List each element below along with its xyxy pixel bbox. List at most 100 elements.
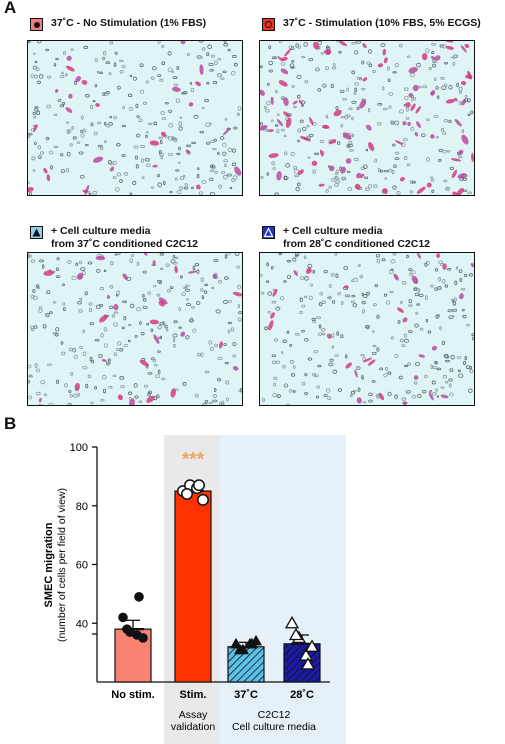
pore-dot	[80, 133, 85, 138]
pore-dot	[332, 369, 338, 374]
pore-dot	[63, 307, 66, 312]
migrated-cell	[459, 293, 464, 300]
data-point	[122, 624, 132, 634]
panel-b-label: B	[4, 414, 17, 433]
pore-dot	[109, 115, 113, 119]
pore-dot	[323, 269, 328, 274]
migrated-cell	[260, 125, 268, 131]
pore-dot	[394, 63, 399, 67]
y-tick-label: 80	[76, 501, 88, 513]
pore-dot	[398, 109, 404, 114]
pore-dot	[446, 150, 451, 153]
pore-dot	[367, 108, 371, 113]
pore-dot	[285, 163, 291, 168]
pore-dot	[128, 107, 134, 112]
pore-dot	[342, 98, 348, 101]
pore-dot	[223, 343, 227, 347]
pore-dot	[265, 108, 270, 113]
pore-dot	[458, 100, 462, 105]
pore-dot	[28, 132, 33, 136]
migrated-cell	[416, 121, 421, 129]
pore-dot	[306, 124, 310, 128]
pore-dot	[53, 113, 58, 116]
pore-dot	[357, 264, 361, 267]
pore-dot	[189, 82, 193, 85]
pore-dot	[350, 300, 355, 303]
pore-dot	[406, 163, 411, 166]
pore-dot	[88, 307, 93, 313]
pore-dot	[223, 43, 229, 47]
pore-dot	[82, 128, 87, 133]
pore-dot	[289, 359, 294, 364]
pore-dot	[130, 254, 135, 257]
pore-dot	[419, 327, 424, 331]
pore-dot	[372, 344, 377, 348]
pore-dot	[181, 92, 186, 95]
pore-dot	[366, 291, 370, 296]
pore-dot	[451, 298, 454, 303]
pore-dot	[102, 51, 107, 56]
pore-dot	[158, 149, 162, 155]
data-point	[193, 479, 205, 492]
pore-dot	[79, 297, 83, 301]
migrated-cell	[326, 333, 332, 339]
pore-dot	[66, 121, 69, 124]
migrated-cell	[430, 134, 435, 139]
pore-dot	[46, 75, 52, 79]
pore-dot	[38, 155, 42, 160]
migrated-cell	[106, 294, 110, 300]
x-tick-label: No stim.	[111, 689, 154, 701]
migrated-cell	[46, 174, 51, 182]
pore-dot	[210, 54, 215, 58]
pore-dot	[30, 294, 35, 300]
pore-dot	[393, 164, 397, 168]
pore-dot	[361, 301, 366, 305]
pore-dot	[438, 276, 441, 282]
pore-dot	[409, 180, 414, 184]
pore-dot	[274, 56, 277, 59]
pore-dot	[151, 66, 157, 71]
pore-dot	[286, 403, 290, 405]
pore-dot	[93, 131, 98, 136]
pore-dot	[394, 120, 400, 126]
migrated-cell	[276, 118, 284, 127]
pore-dot	[60, 169, 65, 174]
pore-dot	[140, 331, 145, 336]
pore-dot	[295, 253, 300, 256]
pore-dot	[190, 87, 195, 93]
pore-dot	[335, 169, 340, 174]
pore-dot	[178, 326, 182, 329]
migrated-cell	[139, 359, 149, 367]
pore-dot	[145, 134, 148, 138]
micrograph-texture	[260, 41, 474, 195]
pore-dot	[439, 44, 444, 48]
pore-dot	[439, 326, 442, 331]
pore-dot	[208, 401, 213, 405]
pore-dot	[69, 143, 73, 147]
pore-dot	[206, 52, 210, 56]
pore-dot	[103, 140, 107, 144]
migrated-cell	[356, 397, 362, 404]
pore-dot	[158, 136, 164, 140]
pore-dot	[118, 59, 124, 63]
migrated-cell	[408, 66, 418, 74]
pore-dot	[442, 374, 448, 379]
migrated-cell	[428, 392, 434, 401]
pore-dot	[214, 60, 218, 65]
pore-dot	[422, 85, 428, 89]
pore-dot	[330, 273, 335, 277]
migrated-cell	[451, 169, 458, 179]
pore-dot	[260, 175, 264, 179]
pore-dot	[36, 110, 41, 116]
pore-dot	[123, 344, 129, 348]
pore-dot	[299, 297, 303, 302]
pore-dot	[172, 343, 177, 348]
migrated-cell	[399, 176, 405, 182]
pore-dot	[374, 158, 378, 163]
pore-dot	[390, 259, 396, 264]
pore-dot	[437, 314, 441, 318]
pore-dot	[299, 119, 304, 123]
pore-dot	[109, 305, 114, 310]
pore-dot	[420, 133, 426, 138]
migrated-cell	[99, 315, 108, 323]
